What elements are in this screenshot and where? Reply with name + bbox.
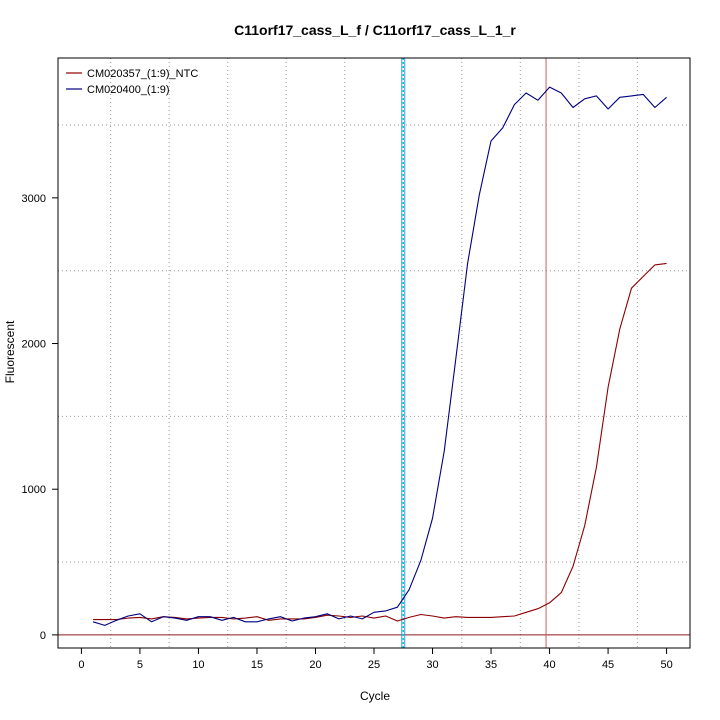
x-tick-label: 45 <box>602 659 614 671</box>
legend-entry-label: CM020400_(1:9) <box>87 84 170 96</box>
x-tick-label: 40 <box>543 659 555 671</box>
y-tick-label: 1000 <box>22 484 46 496</box>
x-tick-label: 20 <box>309 659 321 671</box>
y-tick-label: 2000 <box>22 339 46 351</box>
x-tick-label: 0 <box>78 659 84 671</box>
x-axis-label: Cycle <box>360 689 390 703</box>
x-tick-label: 5 <box>137 659 143 671</box>
axes: 0 5 10 15 20 25 30 35 40 45 50 0 1000 2000 3000 <box>22 57 691 671</box>
vertical-markers <box>58 58 690 648</box>
series-line-2 <box>92 86 667 626</box>
x-tick-label: 50 <box>660 659 672 671</box>
y-tick-label: 3000 <box>22 193 46 205</box>
grid-lines <box>58 58 690 648</box>
legend: CM020357_(1:9)_NTC CM020400_(1:9) <box>66 68 198 96</box>
x-tick-label: 35 <box>485 659 497 671</box>
y-tick-label: 0 <box>40 630 46 642</box>
chart-title: C11orf17_cass_L_f / C11orf17_cass_L_1_r <box>234 22 516 38</box>
x-tick-label: 30 <box>426 659 438 671</box>
x-tick-label: 15 <box>251 659 263 671</box>
x-tick-label: 10 <box>192 659 204 671</box>
x-tick-label: 25 <box>368 659 380 671</box>
legend-entry-label: CM020357_(1:9)_NTC <box>87 68 198 80</box>
series-lines <box>92 86 667 626</box>
series-line-1 <box>93 262 667 622</box>
y-axis-label: Fluorescent <box>3 320 17 383</box>
